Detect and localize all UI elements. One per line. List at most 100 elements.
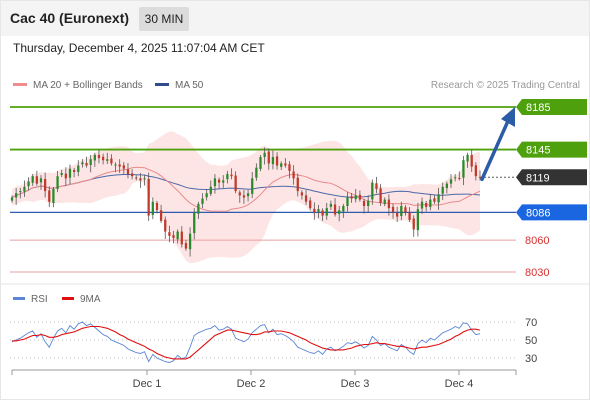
candle-body (39, 178, 43, 183)
x-axis-label: Dec 3 (341, 378, 370, 390)
candle-body (350, 196, 353, 199)
candle-body (408, 212, 411, 220)
candle-body (35, 176, 38, 184)
candle-body (321, 210, 324, 216)
level-label-8030: 8030 (525, 267, 549, 279)
candle-body (52, 188, 55, 204)
candle-body (143, 178, 146, 180)
candle-body (77, 165, 80, 172)
candle-body (43, 178, 47, 192)
candle-body (304, 195, 308, 202)
candle-body (48, 190, 51, 202)
candle-body (416, 209, 420, 231)
candle-body (64, 173, 67, 179)
candle-body (420, 201, 424, 209)
candle-body (114, 164, 117, 166)
candle-body (135, 177, 138, 179)
candle-body (288, 164, 291, 171)
candle-body (387, 199, 391, 209)
candle-body (19, 191, 22, 193)
candle-body (445, 183, 449, 189)
candle-body (172, 235, 175, 238)
candle-body (396, 213, 399, 217)
candle-body (85, 162, 88, 166)
candle-body (379, 188, 382, 203)
candle-body (454, 177, 457, 179)
candle-body (271, 157, 275, 165)
candle-body (429, 199, 432, 208)
candle-body (280, 163, 283, 167)
candle-body (60, 173, 63, 175)
candle-body (255, 167, 258, 178)
rsi-ma-label: 9MA (80, 294, 101, 305)
candle-body (284, 163, 287, 166)
candle-body (168, 232, 171, 236)
candle-body (437, 194, 440, 203)
candle-body (371, 182, 374, 200)
candle-body (329, 203, 333, 207)
candle-body (226, 174, 229, 180)
candle-body (110, 158, 113, 164)
bollinger-band (12, 131, 480, 264)
candle-body (367, 200, 370, 206)
candle (259, 154, 262, 172)
candle-body (325, 208, 328, 216)
candle-body (342, 206, 345, 212)
candle-body (213, 178, 217, 187)
rsi-tick-50: 50 (525, 335, 537, 347)
candle-body (354, 195, 357, 200)
candle-body (466, 154, 469, 162)
candle-body (217, 179, 221, 183)
rsi-ma-swatch (62, 296, 74, 300)
candle-body (242, 195, 246, 198)
candle-body (275, 156, 279, 166)
candle-body (263, 152, 266, 158)
level-label-8119: 8119 (526, 172, 550, 184)
candle-body (441, 186, 444, 194)
candle-body (147, 178, 150, 216)
candle-body (68, 168, 72, 178)
candle-body (412, 218, 415, 230)
candle-body (259, 157, 262, 169)
rsi-swatch (13, 296, 25, 300)
candle-body (470, 154, 473, 167)
candle (164, 216, 167, 239)
candle-body (139, 178, 142, 181)
candle-body (89, 159, 92, 165)
candle (35, 170, 38, 186)
level-label-8145: 8145 (526, 145, 550, 157)
rsi-series-rsi (11, 321, 481, 363)
candle-body (234, 175, 237, 192)
price-chart[interactable]: 8185 8145 8119 8086 8060 8030 (0, 0, 590, 290)
candle (147, 172, 150, 221)
candle-body (474, 165, 477, 177)
candle (52, 186, 55, 208)
candle-body (251, 178, 254, 194)
candle-body (180, 231, 183, 245)
candle-body (309, 200, 312, 209)
candle-body (333, 204, 337, 215)
candle-body (97, 154, 101, 159)
candle-body (313, 208, 316, 213)
candle-body (118, 164, 121, 167)
candle-body (184, 243, 188, 249)
candle-body (230, 174, 233, 177)
candle-body (238, 192, 241, 196)
candle-body (317, 209, 320, 212)
level-label-8185: 8185 (526, 102, 550, 114)
candle-body (151, 201, 154, 215)
candle-body (201, 198, 204, 204)
candle-body (433, 198, 436, 202)
candle-body (346, 197, 349, 206)
level-label-8086: 8086 (526, 207, 550, 219)
candle-body (300, 192, 304, 196)
rsi-tick-30: 30 (525, 353, 537, 365)
candle-body (205, 193, 208, 198)
candle-body (23, 186, 26, 192)
x-axis-label: Dec 2 (237, 378, 266, 390)
candle-body (130, 173, 134, 177)
candle-body (176, 231, 179, 240)
candle-body (197, 203, 200, 214)
candle-body (15, 193, 18, 198)
candle-body (375, 183, 378, 189)
